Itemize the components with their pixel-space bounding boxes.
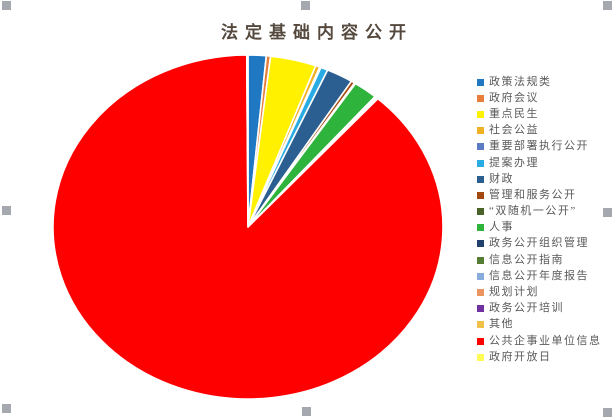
selection-handle-7[interactable]	[302, 407, 311, 416]
legend-item[interactable]: 重点民生	[477, 106, 612, 122]
legend-swatch	[477, 78, 484, 86]
legend-label: 公共企事业单位信息	[489, 334, 602, 347]
legend-swatch	[477, 305, 484, 313]
legend-item[interactable]: 信息公开年度报告	[477, 268, 612, 284]
legend-label: 规划计划	[489, 286, 539, 299]
legend-label: 提案办理	[489, 156, 539, 169]
legend-swatch	[477, 321, 484, 329]
legend-label: 政府会议	[489, 91, 539, 104]
legend-label: 管理和服务公开	[489, 188, 577, 201]
legend-swatch	[477, 353, 484, 361]
legend-item[interactable]: 管理和服务公开	[477, 187, 612, 203]
selection-handle-1[interactable]	[2, 1, 11, 10]
legend-item[interactable]: 人事	[477, 220, 612, 236]
legend-item[interactable]: 政务公开组织管理	[477, 236, 612, 252]
legend-swatch	[477, 175, 484, 183]
legend-item[interactable]: 其他	[477, 317, 612, 333]
legend-swatch	[477, 337, 484, 345]
legend-swatch	[477, 127, 484, 135]
selection-handle-4[interactable]	[2, 206, 11, 215]
legend-label: 政务公开培训	[489, 302, 564, 315]
legend-label: 政务公开组织管理	[489, 237, 589, 250]
legend-item[interactable]: 政策法规类	[477, 74, 612, 90]
legend-swatch	[477, 240, 484, 248]
legend-swatch	[477, 256, 484, 264]
selection-handle-2[interactable]	[301, 1, 310, 10]
legend-swatch	[477, 272, 484, 280]
chart-title[interactable]: 法定基础内容公开	[221, 23, 413, 42]
legend-item[interactable]: 规划计划	[477, 284, 612, 300]
legend-label: 其他	[489, 318, 514, 331]
legend-swatch	[477, 159, 484, 167]
legend-label: 人事	[489, 221, 514, 234]
legend-swatch	[477, 110, 484, 118]
legend-item[interactable]: 重要部署执行公开	[477, 139, 612, 155]
legend-label: 信息公开指南	[489, 253, 564, 266]
legend-item[interactable]: 政府会议	[477, 90, 612, 106]
legend-item[interactable]: 社会公益	[477, 123, 612, 139]
legend-label: 信息公开年度报告	[489, 269, 589, 282]
legend-item[interactable]: 公共企事业单位信息	[477, 333, 612, 349]
legend-item[interactable]: 政务公开培训	[477, 301, 612, 317]
legend-item[interactable]: 信息公开指南	[477, 252, 612, 268]
legend-label: 社会公益	[489, 124, 539, 137]
legend-label: 政府开放日	[489, 350, 552, 363]
pie-slice-18[interactable]	[245, 54, 249, 228]
selection-handle-5[interactable]	[603, 208, 612, 217]
legend-label: 财政	[489, 172, 514, 185]
legend-label: “双随机一公开”	[489, 205, 577, 218]
legend: 政策法规类政府会议重点民生社会公益重要部署执行公开 提案办理财政管理和服务公开 “双…	[477, 74, 612, 365]
selection-handle-6[interactable]	[2, 404, 11, 413]
selection-handle-8[interactable]	[603, 408, 612, 417]
legend-item[interactable]: “双随机一公开”	[477, 204, 612, 220]
selection-handle-3[interactable]	[603, 1, 612, 10]
legend-item[interactable]: 提案办理	[477, 155, 612, 171]
legend-swatch	[477, 94, 484, 102]
legend-swatch	[477, 208, 484, 216]
legend-swatch	[477, 191, 484, 199]
legend-item[interactable]: 财政	[477, 171, 612, 187]
legend-item[interactable]: 政府开放日	[477, 349, 612, 365]
legend-label: 政策法规类	[489, 75, 552, 88]
legend-swatch	[477, 224, 484, 232]
legend-label: 重要部署执行公开	[489, 140, 589, 153]
legend-label: 重点民生	[489, 107, 539, 120]
legend-swatch	[477, 143, 484, 151]
legend-swatch	[477, 289, 484, 297]
